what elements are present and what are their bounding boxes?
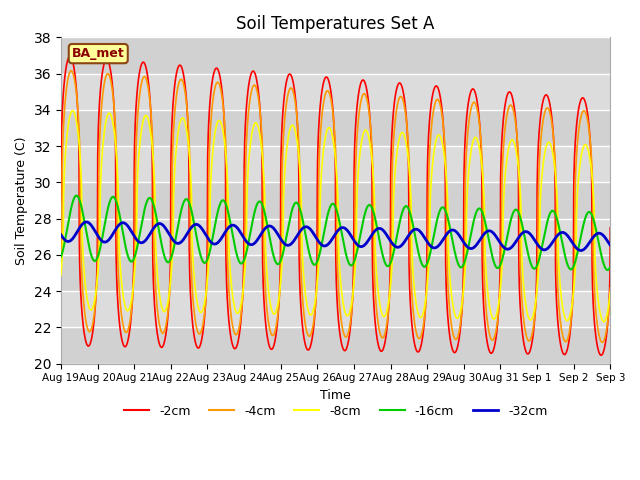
X-axis label: Time: Time — [320, 389, 351, 402]
Title: Soil Temperatures Set A: Soil Temperatures Set A — [236, 15, 435, 33]
Y-axis label: Soil Temperature (C): Soil Temperature (C) — [15, 136, 28, 265]
Text: BA_met: BA_met — [72, 47, 125, 60]
Legend: -2cm, -4cm, -8cm, -16cm, -32cm: -2cm, -4cm, -8cm, -16cm, -32cm — [119, 400, 552, 423]
Bar — [61, 182, 611, 219]
Bar — [61, 37, 611, 73]
Bar — [61, 110, 611, 146]
Bar — [61, 255, 611, 291]
Bar — [61, 327, 611, 364]
